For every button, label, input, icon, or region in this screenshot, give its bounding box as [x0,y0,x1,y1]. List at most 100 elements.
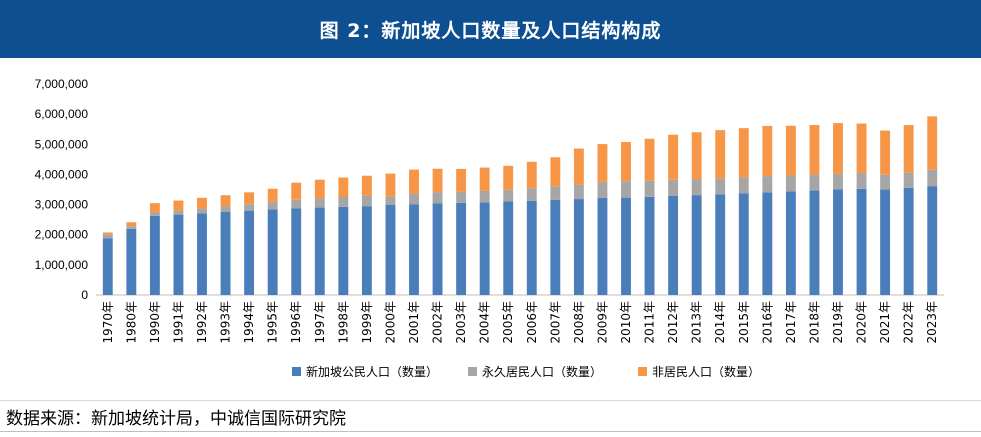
x-tick-label: 1999年 [360,301,374,344]
bar-segment-citizen [338,206,349,295]
x-tick-label: 1991年 [171,301,185,344]
bar-segment-pr [833,173,843,190]
bar-segment-citizen [621,197,631,295]
bar-segment-nonresident [385,173,396,197]
bar-segment-citizen [102,238,113,295]
bar-segment-pr [503,189,514,202]
source-divider [0,400,981,401]
x-tick-label: 2012年 [666,301,680,344]
bar-segment-pr [668,179,679,196]
bar-segment-citizen [856,188,867,295]
bar-segment-nonresident [291,182,302,200]
bar-segment-nonresident [833,123,843,174]
legend-swatch-citizen [292,367,301,376]
bar-segment-nonresident [880,130,891,175]
bar-segment-pr [550,186,561,200]
bar-segment-citizen [197,213,207,295]
bar-segment-nonresident [785,125,796,176]
bar-segment-nonresident [762,125,773,177]
x-tick-label: 2018年 [807,301,821,344]
x-tick-label: 2006年 [525,301,539,344]
x-tick-label: 2020年 [855,301,869,344]
bar-segment-citizen [149,215,160,295]
source-note: 数据来源：新加坡统计局，中诚信国际研究院 [6,409,346,429]
bar-segment-pr [479,190,490,203]
bar-segment-nonresident [738,128,749,178]
x-tick-label: 2016年 [760,301,774,344]
bar-segment-citizen [526,200,537,295]
bar-segment-citizen [479,202,490,295]
x-tick-label: 2008年 [572,301,586,344]
bar-segment-pr [220,206,231,213]
bar-segment-citizen [644,196,655,295]
chart-title: 图 2：新加坡人口数量及人口结构构成 [319,19,662,42]
stacked-bar-chart: 0 1,000,000 2,000,000 3,000,000 4,000,000 5,0… [35,77,944,379]
bar-segment-nonresident [715,130,726,179]
x-tick-label: 2009年 [595,301,609,344]
bar-segment-pr [338,196,349,207]
title-banner: 图 2：新加坡人口数量及人口结构构成 [0,0,981,58]
y-tick-label: 1,000,000 [35,258,89,272]
x-tick-label: 2003年 [454,301,468,344]
bar-segment-pr [715,178,726,195]
x-tick-label: 1970年 [101,301,115,344]
bar-segment-nonresident [550,157,561,187]
bar-segment-citizen [833,189,843,295]
bar-segment-pr [102,234,113,239]
bar-segment-pr [409,193,419,205]
bar-segment-nonresident [338,177,349,197]
bar-segment-nonresident [856,123,867,174]
bar-segment-pr [291,199,302,209]
bar-segment-pr [856,173,867,189]
x-tick-label: 2007年 [548,301,562,344]
bar-segment-nonresident [267,188,278,202]
bar-segment-nonresident [409,169,419,194]
x-tick-label: 1997年 [313,301,327,344]
bar-segment-pr [385,196,396,205]
x-tick-label: 2013年 [690,301,704,344]
y-tick-label: 5,000,000 [35,137,89,151]
x-tick-label: 2017年 [784,301,798,344]
bar-segment-pr [149,212,160,216]
bar-segment-citizen [385,205,396,295]
bar-segment-pr [573,184,584,200]
bar-segment-nonresident [526,161,537,189]
bar-segment-pr [621,181,631,198]
bar-segment-citizen [691,195,702,295]
bar-segment-pr [244,204,255,211]
x-tick-label: 1990年 [148,301,162,344]
bar-segment-pr [432,192,443,204]
bottom-divider [0,431,981,432]
y-tick-label: 3,000,000 [35,198,89,212]
bar-segment-nonresident [173,200,184,211]
bar-segment-citizen [267,209,278,295]
bar-segment-citizen [809,190,820,295]
bar-segment-pr [880,174,891,190]
x-tick-label: 2014年 [713,301,727,344]
bar-segment-pr [785,175,796,192]
bar-segment-pr [361,195,372,207]
y-tick-label: 4,000,000 [35,167,89,181]
y-tick-label: 6,000,000 [35,107,89,121]
x-tick-label: 2022年 [902,301,916,344]
bar-segment-citizen [668,195,679,295]
x-tick-label: 2005年 [501,301,515,344]
bar-segment-pr [173,210,184,215]
bar-segment-pr [126,226,137,229]
bar-segment-citizen [880,189,891,295]
legend-swatch-pr [468,367,477,376]
bar-segment-pr [526,188,537,201]
bar-segment-nonresident [597,144,608,182]
bar-segment-pr [762,176,773,193]
bar-segment-nonresident [197,197,207,209]
bar-segment-nonresident [456,168,467,192]
bar-segment-citizen [173,214,184,295]
x-tick-label: 2002年 [431,301,445,344]
bar-segment-nonresident [691,132,702,180]
bar-segment-pr [197,208,207,214]
bar-segment-nonresident [220,195,231,207]
bar-segment-nonresident [503,165,514,190]
bar-segment-pr [597,181,608,198]
x-tick-label: 2000年 [383,301,397,344]
x-tick-label: 2021年 [878,301,892,344]
